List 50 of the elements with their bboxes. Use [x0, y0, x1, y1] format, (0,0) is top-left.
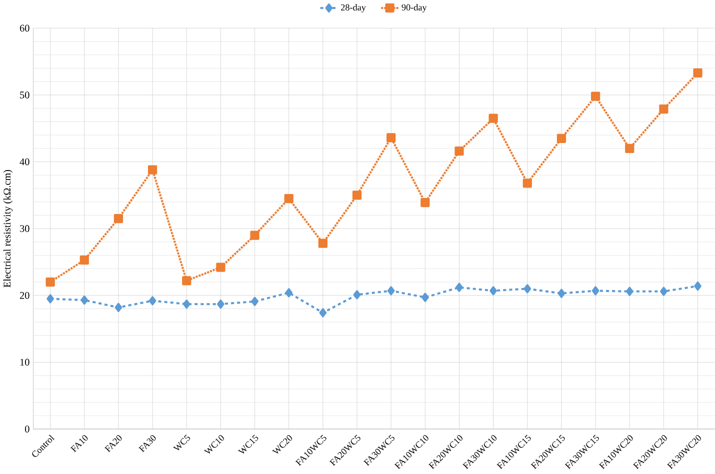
point	[625, 144, 634, 153]
y-axis-title: Electrical resistivity (kΩ.cm)	[3, 170, 13, 288]
point	[217, 299, 224, 309]
y-tick-label: 30	[20, 225, 30, 232]
point	[420, 198, 430, 207]
point	[148, 296, 156, 306]
y-tick-label: 60	[20, 24, 30, 32]
point	[319, 308, 327, 318]
point	[694, 281, 702, 290]
y-tick-label: 40	[20, 158, 30, 166]
point	[659, 104, 668, 114]
point	[80, 255, 89, 264]
legend-label: 90-day	[402, 4, 427, 12]
y-tick-label: 50	[20, 91, 30, 98]
point	[285, 288, 293, 298]
point	[693, 68, 702, 78]
point	[556, 134, 566, 143]
point	[352, 190, 362, 200]
point	[421, 292, 429, 302]
legend-label: 28-day	[341, 4, 366, 12]
point	[80, 295, 88, 305]
point	[456, 282, 463, 292]
y-tick-label: 20	[20, 292, 30, 299]
point	[488, 114, 498, 123]
point	[490, 286, 497, 296]
point	[558, 288, 566, 298]
point	[182, 276, 192, 286]
y-tick-label: 0	[25, 425, 30, 432]
point	[114, 214, 124, 223]
point	[251, 296, 258, 306]
point	[387, 286, 395, 296]
point	[148, 165, 158, 174]
point	[454, 146, 464, 156]
point	[660, 286, 668, 296]
y-tick-label: 10	[20, 358, 30, 366]
point	[284, 194, 294, 203]
point	[114, 302, 122, 312]
point	[318, 238, 328, 248]
point	[386, 133, 396, 142]
point	[182, 299, 190, 309]
point	[626, 286, 634, 296]
point	[46, 294, 54, 304]
point	[216, 262, 226, 272]
point	[46, 277, 55, 286]
point	[592, 286, 600, 296]
point	[250, 230, 260, 240]
point	[353, 290, 361, 300]
point	[524, 284, 532, 294]
point	[590, 92, 600, 101]
point	[522, 178, 532, 188]
